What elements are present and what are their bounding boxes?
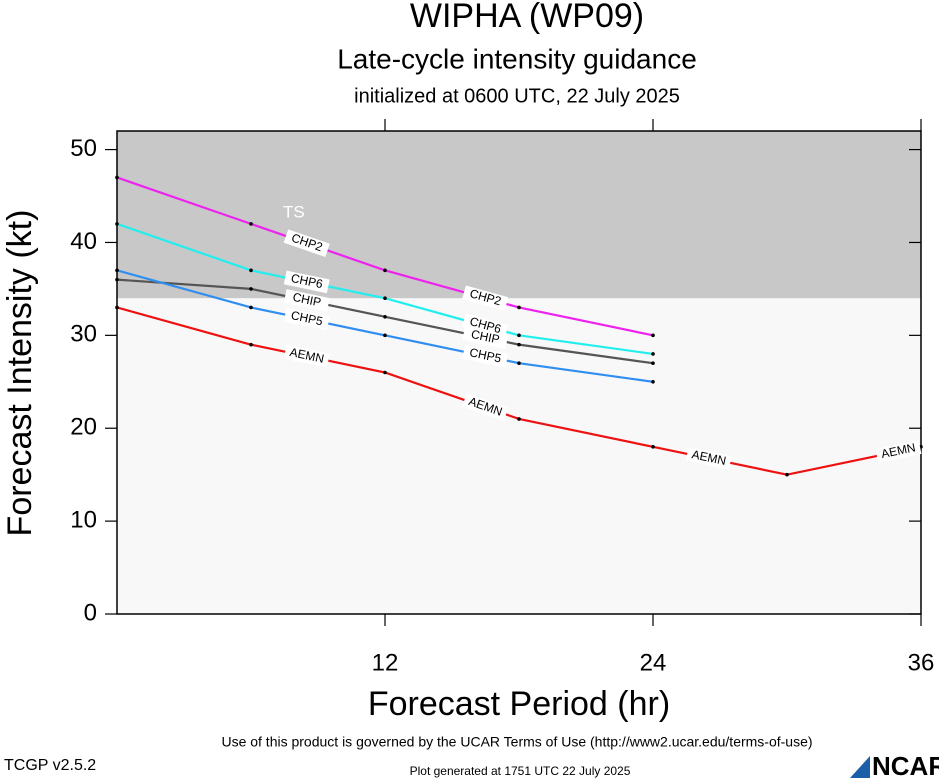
point: [517, 417, 521, 421]
x-axis-label: Forecast Period (hr): [368, 685, 670, 723]
label-bg: [875, 440, 922, 463]
label-bg: [283, 289, 330, 312]
series-label: CHP6: [283, 270, 330, 294]
series-label: CHP5: [462, 344, 509, 368]
x-tick-label: 36: [908, 649, 935, 676]
point: [651, 379, 655, 384]
point: [517, 342, 521, 347]
point: [383, 296, 387, 300]
series-label: CHIP: [283, 289, 330, 312]
point: [785, 472, 789, 477]
label-bg: [462, 313, 509, 339]
point: [517, 305, 521, 310]
series-label: CHIP: [462, 326, 509, 349]
y-tick-label: 30: [70, 321, 97, 348]
series-label: CHP5: [283, 307, 330, 331]
label-bg: [462, 285, 509, 311]
label-bg: [462, 344, 509, 368]
point: [383, 333, 387, 338]
series-label-text: CHP6: [290, 271, 325, 291]
logo-mark: [850, 756, 870, 778]
label-bg: [283, 344, 330, 368]
y-tick-label: 0: [84, 599, 97, 626]
label-bg: [283, 229, 330, 258]
y-tick-label: 40: [70, 228, 97, 255]
band-label: TS: [283, 202, 305, 221]
label-bg: [462, 393, 509, 422]
point: [651, 352, 655, 356]
y-tick-label: 20: [70, 414, 97, 441]
generated-text: Plot generated at 1751 UTC 22 July 2025: [410, 764, 631, 778]
y-tick-label: 50: [70, 135, 97, 162]
label-bg: [283, 307, 330, 331]
terms-text: Use of this product is governed by the U…: [221, 734, 812, 750]
point: [383, 314, 387, 319]
point: [651, 361, 655, 366]
series-label: AEMN: [283, 344, 330, 368]
series-label-text: CHIP: [291, 290, 322, 310]
point: [383, 268, 387, 273]
point: [115, 268, 119, 273]
series-label: AEMN: [875, 440, 922, 463]
label-bg: [462, 326, 509, 349]
point: [249, 305, 253, 310]
point: [517, 361, 521, 366]
logo-text: NCAR: [872, 751, 939, 780]
point: [115, 222, 119, 226]
y-tick-label: 10: [70, 506, 97, 533]
point: [249, 342, 253, 347]
series-label: AEMN: [685, 447, 732, 470]
point: [115, 305, 119, 310]
chart-title: WIPHA (WP09): [410, 0, 644, 35]
init-text: initialized at 0600 UTC, 22 July 2025: [354, 85, 680, 107]
label-bg: [685, 447, 732, 470]
point: [249, 287, 253, 291]
series-label-text: AEMN: [691, 447, 728, 468]
y-axis-label: Forecast Intensity (kt): [1, 210, 39, 537]
series-label-text: AEMN: [880, 440, 917, 461]
series-label-text: CHIP: [470, 327, 501, 347]
point: [249, 268, 253, 273]
series-label-text: CHP5: [468, 345, 503, 365]
point: [517, 333, 521, 338]
x-tick-label: 12: [372, 649, 399, 676]
series-label-text: AEMN: [289, 345, 326, 366]
point: [651, 445, 655, 449]
x-tick-label: 24: [640, 649, 667, 676]
point: [651, 333, 655, 338]
point: [249, 222, 253, 226]
plot-frame: [116, 130, 922, 615]
point: [115, 175, 119, 180]
label-bg: [283, 270, 330, 294]
series-label-text: CHP5: [290, 308, 325, 328]
ts-band: [117, 131, 921, 299]
version-text: TCGP v2.5.2: [4, 757, 96, 774]
series-label: CHP2: [462, 285, 509, 311]
chart-subtitle: Late-cycle intensity guidance: [337, 43, 697, 74]
point: [115, 277, 119, 282]
point: [383, 370, 387, 375]
